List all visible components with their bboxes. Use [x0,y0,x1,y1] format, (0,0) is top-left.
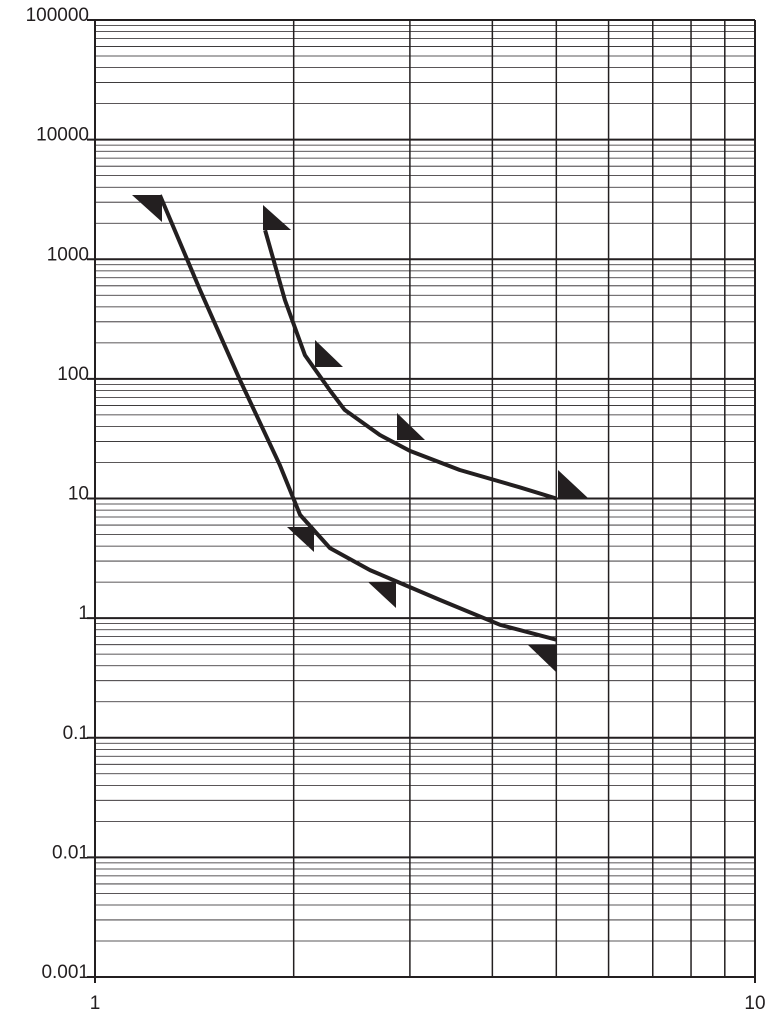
arrow-marker [263,205,291,230]
marks [158,194,557,642]
arrow-marker [528,645,556,672]
arrow-marker [287,527,314,552]
x-tick-label: 10 [744,993,765,1014]
series-line [263,229,557,501]
y-tick-label: 1000 [47,244,89,265]
x-tick-label: 1 [90,993,101,1014]
y-tick-label: 100 [57,364,89,385]
arrow-marker [368,582,396,608]
arrow-markers [132,195,588,672]
arrow-marker [132,195,162,222]
y-tick-label: 10000 [36,125,89,146]
y-tick-label: 0.001 [41,962,89,983]
arrow-marker [315,340,343,367]
y-tick-label: 0.01 [52,842,89,863]
y-tick-label: 10 [68,484,89,505]
grid [87,19,756,983]
y-tick-label: 100000 [26,5,89,26]
arrow-marker [558,470,588,498]
series-line [158,194,557,642]
y-tick-label: 1 [78,603,89,624]
y-tick-label: 0.1 [63,723,89,744]
arrow-marker [397,413,425,440]
